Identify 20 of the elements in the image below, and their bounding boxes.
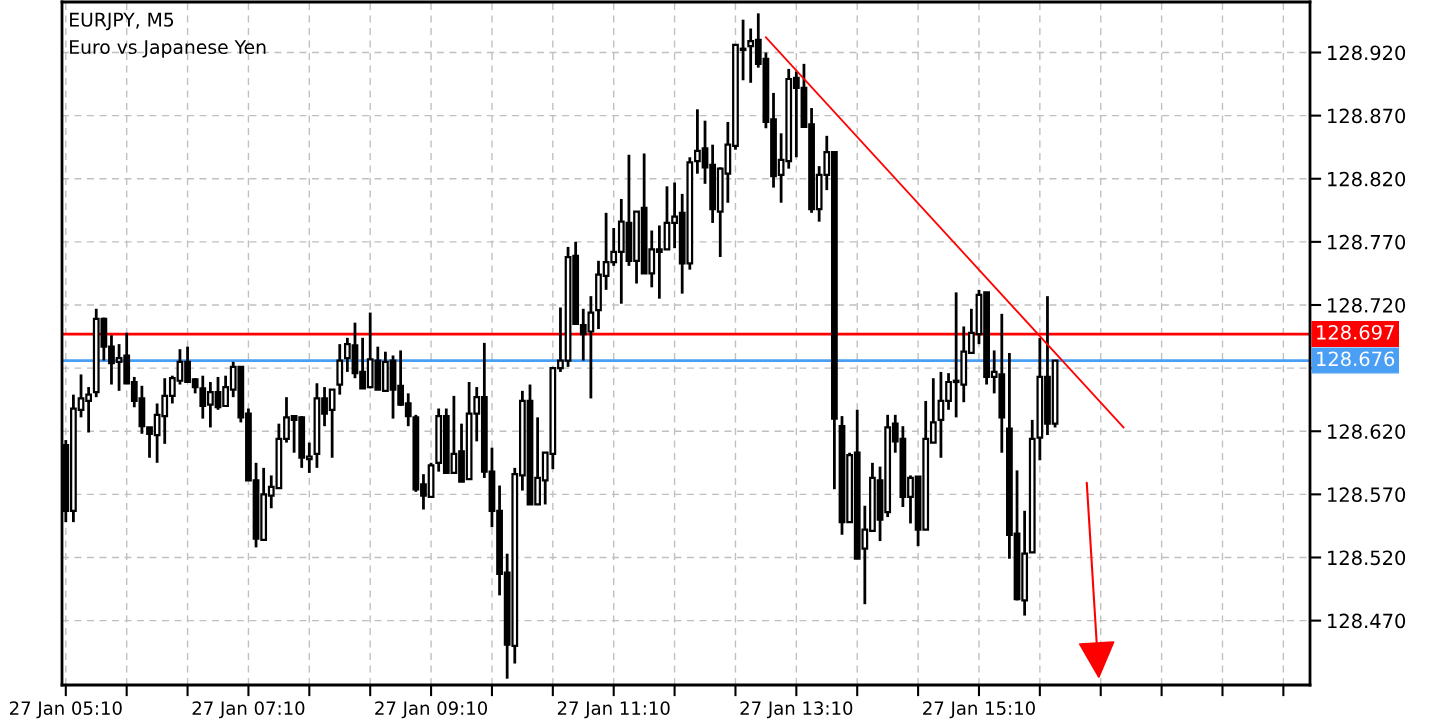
y-tick-label: 128.820 — [1328, 171, 1406, 187]
y-tick-label: 128.570 — [1328, 487, 1406, 503]
ref-line-label: 128.697 — [1317, 324, 1394, 340]
text: Euro vs Japanese Yen — [70, 40, 266, 58]
ref-line-label: 128.676 — [1317, 351, 1395, 367]
x-tick-label: 27 Jan 07:10 — [192, 701, 305, 719]
candlestick — [336, 342, 344, 397]
y-tick-label: 128.470 — [1328, 613, 1406, 629]
y-tick-label: 128.870 — [1328, 108, 1406, 124]
text: EURJPY, M5 — [70, 12, 174, 31]
x-tick-label: 27 Jan 05:10 — [9, 701, 122, 719]
y-tick-label: 128.720 — [1328, 297, 1406, 313]
y-tick-label: 128.770 — [1328, 234, 1406, 250]
y-tick-label: 128.620 — [1328, 424, 1406, 439]
x-tick-label: 27 Jan 09:10 — [375, 701, 488, 719]
y-tick-label: 128.520 — [1328, 550, 1406, 566]
x-tick-label: 27 Jan 15:10 — [923, 701, 1035, 719]
y-tick-label: 128.920 — [1328, 45, 1406, 61]
x-tick-label: 27 Jan 11:10 — [557, 701, 670, 719]
x-tick-label: 27 Jan 13:10 — [740, 701, 853, 719]
